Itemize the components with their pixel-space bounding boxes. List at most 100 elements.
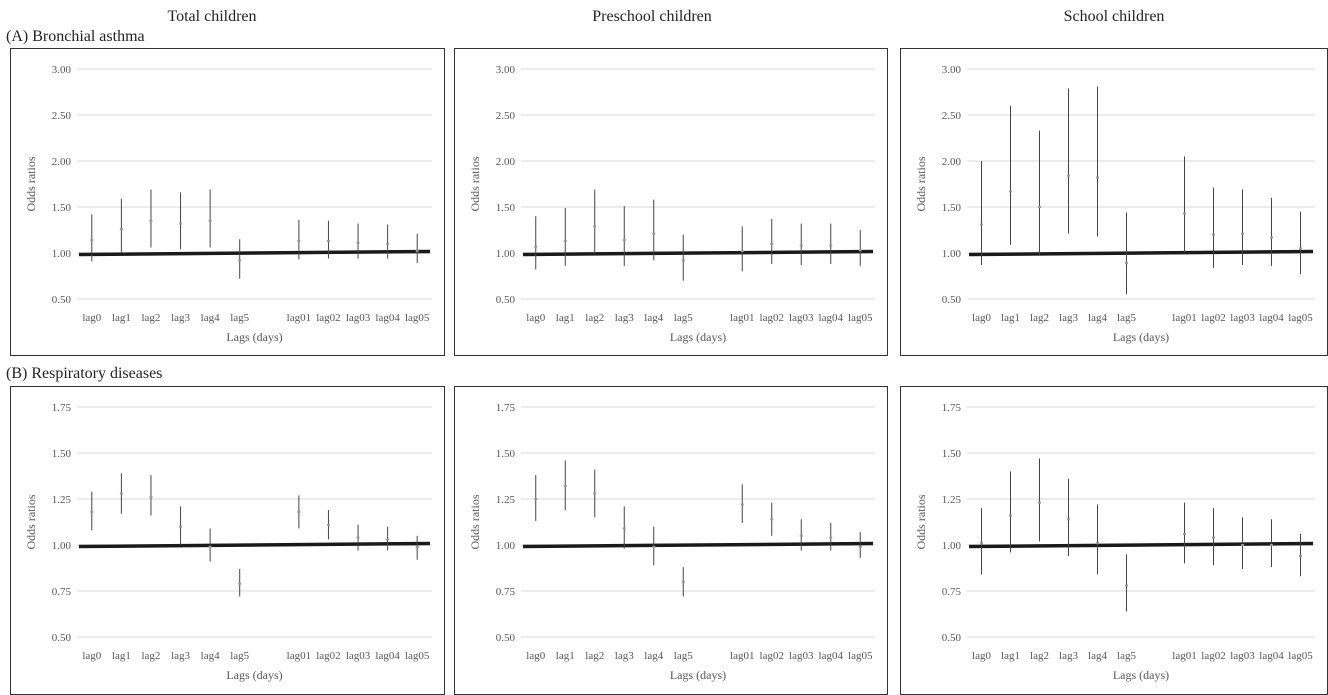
- x-tick-label: lag01: [1172, 312, 1196, 324]
- or-point: [980, 223, 983, 226]
- y-tick-label: 2.00: [52, 156, 72, 168]
- or-point: [119, 492, 123, 495]
- or-point: [1009, 514, 1012, 517]
- or-point: [1038, 501, 1041, 504]
- y-tick-label: 1.75: [52, 402, 72, 414]
- y-tick-label: 1.25: [52, 494, 72, 506]
- y-tick-label: 2.50: [52, 110, 72, 122]
- or-point: [622, 527, 626, 530]
- y-tick-label: 0.50: [496, 632, 516, 644]
- x-axis-title: Lags (days): [1113, 668, 1169, 682]
- x-tick-label: lag5: [1117, 650, 1136, 662]
- y-tick-label: 3.00: [942, 64, 962, 76]
- x-tick-label: lag01: [287, 312, 311, 324]
- x-tick-label: lag05: [1288, 312, 1313, 324]
- y-tick-label: 1.25: [942, 494, 962, 506]
- or-point: [1183, 532, 1186, 535]
- reference-line: [78, 249, 431, 257]
- or-point: [119, 228, 123, 231]
- x-tick-label: lag0: [82, 312, 101, 324]
- x-tick-label: lag03: [789, 312, 814, 324]
- or-point: [740, 250, 744, 253]
- or-point: [1241, 232, 1244, 235]
- x-tick-label: lag4: [1088, 650, 1107, 662]
- or-point: [829, 536, 833, 539]
- y-tick-label: 2.50: [496, 110, 516, 122]
- x-axis-title: Lags (days): [1113, 330, 1169, 344]
- y-tick-label: 1.00: [52, 248, 72, 260]
- or-point: [770, 518, 774, 521]
- or-point: [1125, 262, 1128, 265]
- x-tick-label: lag2: [585, 650, 604, 662]
- x-tick-label: lag2: [141, 312, 160, 324]
- x-tick-label: lag05: [405, 650, 430, 662]
- x-tick-label: lag02: [316, 312, 340, 324]
- y-tick-label: 1.50: [942, 202, 962, 214]
- x-tick-label: lag03: [346, 312, 371, 324]
- column-title-preschool: Preschool children: [592, 8, 712, 25]
- chart-panel-respiratory-preschool: 0.50 0.75 1.00 1.25 1.50 1.75 lag0 lag1 lag2 lag3…: [454, 386, 888, 695]
- y-tick-label: 1.00: [496, 540, 516, 552]
- or-point: [1096, 176, 1099, 179]
- chart-svg: 0.50 0.75 1.00 1.25 1.50 1.75 lag0 lag1 lag2 lag3…: [468, 402, 875, 682]
- x-tick-label: lag2: [141, 650, 160, 662]
- x-tick-label: lag05: [1288, 650, 1313, 662]
- or-point: [386, 538, 390, 541]
- or-point: [149, 219, 153, 222]
- or-point: [1125, 584, 1128, 587]
- or-point: [149, 496, 153, 499]
- x-tick-label: lag05: [848, 312, 873, 324]
- or-point: [770, 242, 774, 245]
- x-tick-label: lag05: [848, 650, 873, 662]
- or-point: [534, 245, 538, 248]
- y-tick-label: 1.25: [496, 494, 516, 506]
- x-tick-label: lag1: [112, 650, 131, 662]
- or-point: [1067, 174, 1070, 177]
- x-tick-label: lag04: [1259, 312, 1284, 324]
- or-point: [179, 222, 183, 225]
- y-tick-label: 3.00: [496, 64, 516, 76]
- or-point: [681, 259, 685, 262]
- or-point: [593, 225, 597, 228]
- x-tick-label: lag3: [171, 650, 190, 662]
- y-axis-title: Odds ratios: [24, 156, 38, 211]
- chart-panel-asthma-preschool: 0.50 1.00 1.50 2.00 2.50 3.00 lag0 lag1 lag2 lag3…: [454, 48, 888, 356]
- y-tick-label: 0.50: [52, 632, 72, 644]
- or-point: [1299, 247, 1302, 250]
- y-tick-label: 1.75: [496, 402, 516, 414]
- x-tick-label: lag05: [405, 312, 430, 324]
- chart-svg: 0.50 1.00 1.50 2.00 2.50 3.00 lag0 lag1 lag2 lag3…: [24, 64, 432, 344]
- x-tick-label: lag3: [1059, 312, 1078, 324]
- x-tick-label: lag0: [526, 312, 545, 324]
- or-point: [563, 485, 567, 488]
- x-tick-label: lag1: [1001, 312, 1020, 324]
- y-tick-label: 1.00: [942, 540, 962, 552]
- x-tick-label: lag03: [346, 650, 371, 662]
- x-tick-label: lag04: [819, 650, 844, 662]
- column-title-school: School children: [1063, 8, 1165, 25]
- or-point: [90, 239, 94, 242]
- x-tick-label: lag5: [674, 312, 693, 324]
- or-point: [238, 582, 242, 585]
- x-tick-label: lag4: [644, 650, 663, 662]
- x-tick-label: lag01: [1172, 650, 1196, 662]
- or-point: [858, 249, 862, 252]
- y-tick-label: 0.50: [52, 294, 72, 306]
- y-tick-label: 0.75: [52, 586, 72, 598]
- x-tick-label: lag0: [526, 650, 545, 662]
- chart-svg: 0.50 0.75 1.00 1.25 1.50 1.75 lag0 lag1 lag2 lag3…: [24, 402, 432, 682]
- y-axis-title: Odds ratios: [914, 494, 928, 549]
- or-point: [1009, 190, 1012, 193]
- x-axis-title: Lags (days): [670, 668, 726, 682]
- y-axis-title: Odds ratios: [468, 156, 482, 211]
- x-tick-label: lag02: [760, 312, 784, 324]
- or-point: [415, 250, 419, 253]
- y-axis-title: Odds ratios: [468, 494, 482, 549]
- x-tick-label: lag5: [1117, 312, 1136, 324]
- x-tick-label: lag02: [1201, 312, 1225, 324]
- section-label-asthma: (A) Bronchial asthma: [6, 28, 145, 45]
- or-point: [652, 545, 656, 548]
- y-tick-label: 0.50: [942, 632, 962, 644]
- chart-panel-asthma-school: 0.50 1.00 1.50 2.00 2.50 3.00 lag0 lag1 lag2 lag3…: [900, 48, 1328, 356]
- or-point: [858, 545, 862, 548]
